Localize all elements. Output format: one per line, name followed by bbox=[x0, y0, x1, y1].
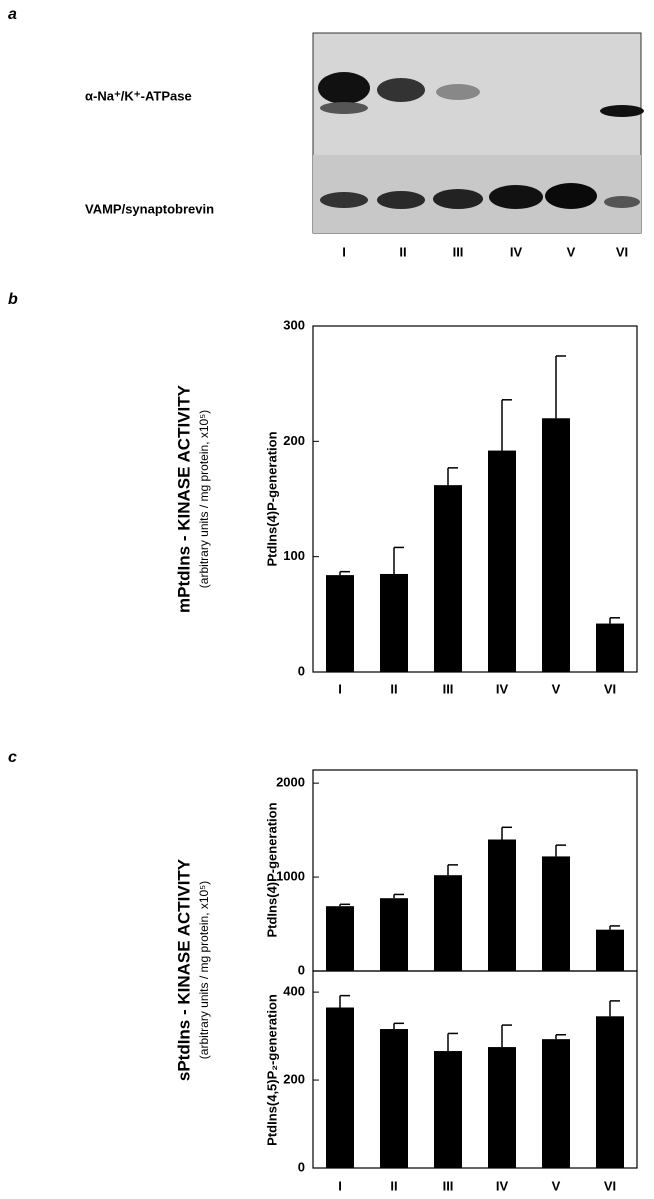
bar bbox=[380, 898, 408, 971]
lane-label: V bbox=[567, 244, 576, 259]
bar bbox=[326, 575, 354, 672]
bar bbox=[326, 1007, 354, 1168]
error-bar bbox=[447, 467, 458, 486]
x-tick-label: III bbox=[443, 1178, 454, 1193]
error-bar bbox=[339, 903, 350, 907]
band bbox=[377, 191, 425, 209]
error-bar bbox=[555, 355, 566, 419]
bar bbox=[488, 1047, 516, 1168]
lane-label: II bbox=[399, 244, 406, 259]
bar bbox=[488, 450, 516, 672]
lane-label: I bbox=[342, 244, 346, 259]
band bbox=[600, 105, 644, 117]
y-axis-label: PtdIns(4,5)P₂-generation bbox=[264, 994, 279, 1146]
x-tick-label: II bbox=[390, 1178, 397, 1193]
band bbox=[377, 78, 425, 102]
error-bar bbox=[339, 994, 350, 1008]
x-tick-label: IV bbox=[496, 681, 509, 696]
bar bbox=[434, 485, 462, 672]
bar bbox=[488, 839, 516, 971]
x-tick-label: IV bbox=[496, 1178, 509, 1193]
error-bar bbox=[447, 864, 458, 876]
x-tick-label: II bbox=[390, 681, 397, 696]
lane-label: IV bbox=[510, 244, 523, 259]
error-bar bbox=[393, 893, 404, 899]
error-bar bbox=[501, 1024, 512, 1048]
band bbox=[545, 183, 597, 209]
band bbox=[433, 189, 483, 209]
lane-label: VI bbox=[616, 244, 628, 259]
group-label: mPtdIns - KINASE ACTIVITY bbox=[174, 384, 193, 613]
error-bar bbox=[393, 1022, 404, 1030]
bar bbox=[596, 1016, 624, 1168]
error-bar bbox=[501, 826, 512, 840]
y-tick-label: 1000 bbox=[276, 869, 305, 884]
error-bar bbox=[555, 1034, 566, 1040]
x-tick-label: VI bbox=[604, 681, 616, 696]
panel-label: b bbox=[8, 291, 18, 308]
y-axis-label: PtdIns(4)P-generation bbox=[264, 431, 279, 566]
panel-label: c bbox=[8, 749, 17, 766]
bar bbox=[326, 906, 354, 971]
y-tick-label: 200 bbox=[283, 433, 305, 448]
plot-frame bbox=[312, 325, 638, 673]
y-tick-label: 2000 bbox=[276, 775, 305, 790]
band-label: VAMP/synaptobrevin bbox=[85, 201, 214, 216]
error-bar bbox=[609, 617, 620, 624]
band bbox=[604, 196, 640, 208]
y-tick-label: 100 bbox=[283, 548, 305, 563]
plot-frame bbox=[312, 970, 638, 1169]
error-bar bbox=[609, 925, 620, 930]
y-tick-label: 200 bbox=[283, 1071, 305, 1086]
bar bbox=[380, 1029, 408, 1168]
error-bar bbox=[447, 1032, 458, 1052]
error-bar bbox=[555, 844, 566, 857]
error-bar bbox=[339, 570, 350, 576]
error-bar bbox=[501, 399, 512, 451]
y-tick-label: 0 bbox=[298, 1159, 305, 1174]
x-tick-label: I bbox=[338, 681, 342, 696]
y-tick-label: 400 bbox=[283, 984, 305, 999]
bar bbox=[542, 856, 570, 971]
y-tick-label: 300 bbox=[283, 317, 305, 332]
group-sublabel: (arbitrary units / mg protein, x10⁵) bbox=[197, 410, 211, 588]
panel-label: a bbox=[8, 6, 17, 23]
bar bbox=[434, 875, 462, 971]
y-tick-label: 0 bbox=[298, 663, 305, 678]
error-bar bbox=[609, 1000, 620, 1017]
band bbox=[320, 192, 368, 208]
bar bbox=[596, 929, 624, 971]
bar bbox=[434, 1051, 462, 1168]
band bbox=[489, 185, 543, 209]
blot: α-Na⁺/K⁺-ATPase VAMP/synaptobrevin bbox=[85, 32, 644, 234]
band bbox=[318, 72, 370, 104]
band bbox=[320, 102, 368, 114]
bar bbox=[596, 623, 624, 672]
x-tick-label: III bbox=[443, 681, 454, 696]
bar bbox=[380, 573, 408, 672]
bar bbox=[542, 418, 570, 672]
group-sublabel: (arbitrary units / mg protein, x10⁵) bbox=[197, 881, 211, 1059]
lane-label: III bbox=[453, 244, 464, 259]
x-tick-label: I bbox=[338, 1178, 342, 1193]
error-bar bbox=[393, 546, 404, 574]
bar bbox=[542, 1039, 570, 1168]
y-axis-label: PtdIns(4)P-generation bbox=[264, 802, 279, 937]
x-tick-label: VI bbox=[604, 1178, 616, 1193]
plot-frame bbox=[312, 769, 638, 972]
band-label: α-Na⁺/K⁺-ATPase bbox=[85, 88, 192, 103]
x-tick-label: V bbox=[552, 1178, 561, 1193]
band bbox=[436, 84, 480, 100]
group-label: sPtdIns - KINASE ACTIVITY bbox=[174, 858, 193, 1081]
x-tick-label: V bbox=[552, 681, 561, 696]
y-tick-label: 0 bbox=[298, 962, 305, 977]
